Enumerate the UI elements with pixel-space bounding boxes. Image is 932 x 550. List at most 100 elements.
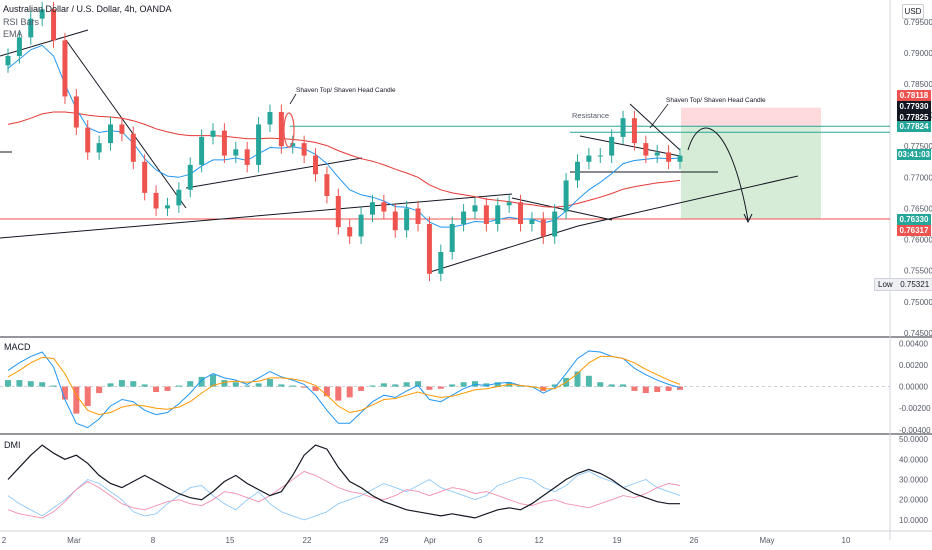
indicator-rsi-bars-label: RSI Bars [3,17,40,27]
candle-body [16,37,22,56]
indicator-ema-label: EMA [3,29,23,39]
candle-body [176,189,182,206]
forecast-arrow [687,127,749,221]
candle-body [631,118,637,144]
time-axis-tick-label: 26 [690,536,699,545]
macd-histogram-bar [494,382,501,387]
time-axis-tick-label: 12 [535,536,544,545]
price-axis-tick-label: 0.76000 [904,236,932,245]
macd-axis-tick-label: 0.00200 [899,361,928,370]
candle-body [347,227,353,237]
price-tag-target: 0.76330 [897,214,931,225]
macd-histogram-bar [608,384,615,387]
candle-body [119,124,125,134]
macd-histogram-bar [574,371,581,387]
macd-histogram-bar [5,380,11,387]
dmi-pane-label: DMI [4,440,21,450]
macd-histogram-bar [346,386,353,398]
price-tag-support: 0.76317 [897,225,931,236]
price-axis-tick-label: 0.75000 [904,298,932,307]
candle-body [39,9,45,19]
dmi-plus-line [7,470,681,521]
macd-histogram-bar [426,386,433,390]
candle-body [620,118,626,137]
macd-histogram-bar [175,385,182,387]
macd-histogram-bar [631,386,638,391]
macd-histogram-bar [654,386,661,392]
candle-body [472,205,478,212]
macd-histogram-bar [16,380,23,387]
candle-body [381,202,387,212]
macd-histogram-bar [266,379,273,387]
candle-body [153,192,159,209]
time-axis-tick-label: 10 [842,536,851,545]
macd-histogram-bar [403,382,410,387]
candle-body [358,214,364,237]
time-axis-tick-label: 6 [478,536,483,545]
price-axis-tick-label: 0.77000 [904,173,932,182]
macd-histogram-bar [415,381,422,387]
dmi-axis-tick-label: 20.0000 [899,496,928,505]
time-axis-tick-label: Apr [424,536,437,545]
dmi-axis-tick-label: 10.0000 [899,516,928,525]
dmi-axis-tick-label: 30.0000 [899,475,928,484]
candle-body [142,161,148,193]
take-profit-zone [681,126,821,220]
candle-body [199,136,205,165]
macd-histogram-bar [187,381,194,387]
macd-histogram-bar [289,385,296,387]
candle-body [529,219,535,224]
macd-histogram-bar [141,384,148,387]
macd-histogram-bar [210,374,217,387]
forecast-arrow-head [743,213,753,224]
price-axis-tick-label: 0.78500 [904,80,932,89]
macd-histogram-bar [471,381,478,387]
candle-body [677,155,683,162]
trend-line [511,197,613,221]
macd-histogram-bar [73,386,80,414]
candle-body [187,164,193,190]
candle-body [51,9,57,41]
candle-body [290,143,296,147]
macd-histogram-bar [380,383,387,387]
candle-body [643,143,649,156]
currency-button[interactable]: USD [902,4,924,19]
price-axis-tick-label: 0.75500 [904,267,932,276]
macd-histogram-bar [335,386,342,401]
resistance-label: Resistance [572,111,609,120]
low-tag-value: 0.75321 [900,280,930,289]
candle-body [313,155,319,175]
macd-histogram-bar [642,386,649,394]
candle-body [540,219,546,237]
candle-body [221,130,227,156]
macd-axis-tick-label: -0.00400 [899,426,931,435]
macd-axis-tick-label: -0.00200 [899,404,931,413]
candle-body [654,152,660,156]
candle-body [301,143,307,156]
candle-body [586,155,592,162]
macd-histogram-bar [244,385,251,387]
price-tag-resistance: 0.77825 [897,112,931,123]
macd-histogram-bar [255,383,262,387]
candle-body [574,161,580,181]
candle-body [563,180,569,212]
candle-body [404,208,410,231]
candle-body [244,149,250,165]
trend-line [185,157,363,189]
dmi-minus-line [7,470,681,519]
macd-axis-tick-label: 0.00000 [899,383,928,392]
macd-histogram-bar [460,382,467,387]
price-tag-stop: 0.78118 [897,90,931,101]
candle-body [609,136,615,156]
macd-histogram-bar [437,386,444,389]
dmi-axis-tick-label: 50.0000 [899,435,928,444]
candle-body [483,205,489,224]
macd-histogram-bar [301,386,308,388]
macd-histogram-bar [665,386,672,391]
macd-histogram-bar [358,386,365,391]
price-axis-tick-label: 0.79000 [904,49,932,58]
price-axis-tick-label: 0.79500 [904,18,932,27]
macd-axis-tick-label: 0.00400 [899,339,928,348]
trend-line [0,29,89,57]
